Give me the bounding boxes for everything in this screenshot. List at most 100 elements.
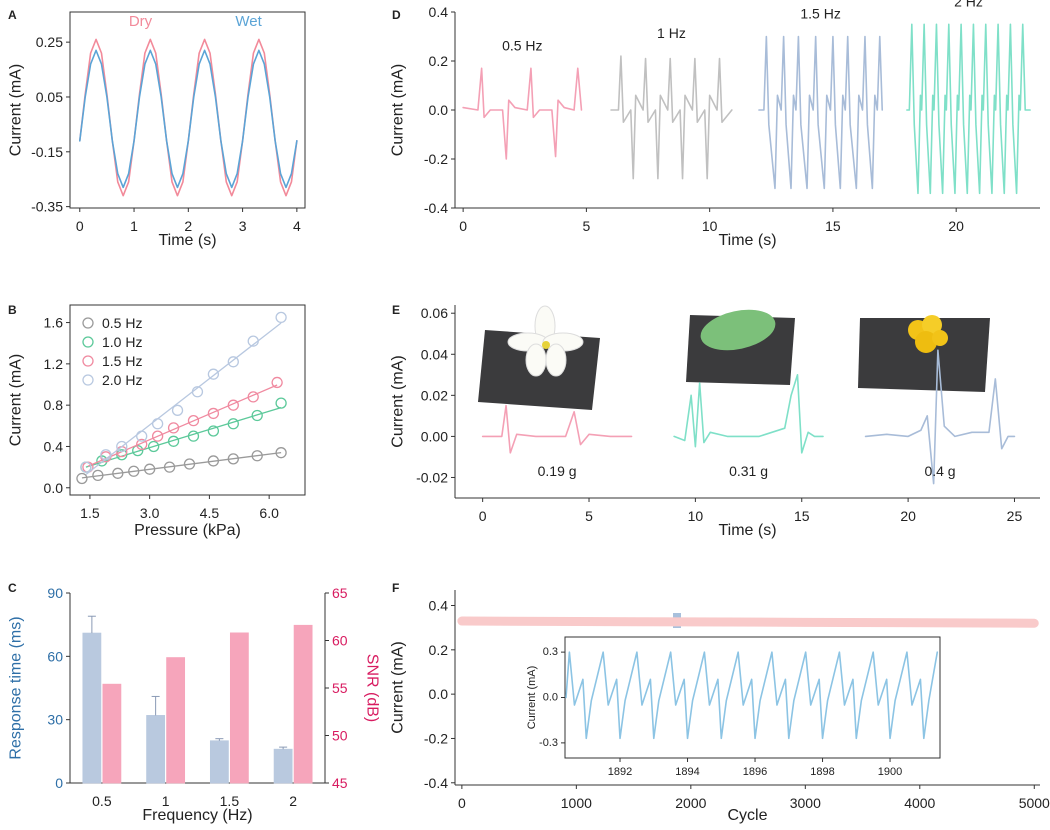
series-line [481, 404, 633, 454]
petal-cluster [915, 331, 937, 353]
x-tick-label: 6.0 [259, 505, 279, 521]
x-axis-label: Time (s) [718, 522, 776, 539]
x-tick-label: 15 [825, 218, 841, 234]
series-label: 0.4 g [924, 463, 955, 479]
legend-label: 1.5 Hz [102, 353, 142, 369]
point [207, 368, 220, 380]
y-tick-label: 1.6 [44, 315, 64, 331]
y-axis-label: Current (mA) [8, 354, 25, 446]
y-tick-label: 0.0 [429, 102, 449, 118]
y-tick-label: 0.2 [429, 642, 449, 658]
series-line [906, 23, 1031, 195]
point [251, 409, 263, 422]
sample-photo [858, 315, 990, 392]
petal [545, 343, 567, 377]
y-axis-label: Current (mA) [390, 355, 407, 447]
y-axis-label: Current (mA) [8, 64, 25, 156]
point [76, 472, 88, 485]
series-line [610, 55, 733, 180]
series-line [462, 67, 583, 160]
bar [166, 657, 186, 784]
x-tick-label: 1000 [561, 795, 592, 811]
y-tick-label: 0.0 [429, 686, 449, 702]
y-tick-label: -0.35 [31, 199, 63, 215]
y-axis-label: Current (mA) [390, 641, 407, 733]
y2-tick-label: 65 [332, 585, 348, 601]
panel-letter: A [8, 8, 17, 22]
leaf [700, 309, 776, 351]
y-tick-label: 0.8 [44, 397, 64, 413]
x-tick-label: 1894 [675, 766, 699, 778]
bar [293, 624, 313, 784]
y-tick-label: 0.00 [421, 428, 448, 444]
y-tick-label: 0.4 [429, 598, 449, 614]
point [227, 399, 239, 411]
x-tick-label: 3.0 [140, 505, 160, 521]
fabric [858, 318, 990, 392]
x-tick-label: 1.5 [80, 505, 100, 521]
point [80, 461, 92, 473]
flower-center [542, 341, 550, 349]
legend-label: 1.0 Hz [102, 334, 142, 350]
bar [82, 632, 102, 784]
legend-label: 2.0 Hz [102, 372, 142, 388]
x-tick-label: 15 [794, 508, 810, 524]
point [147, 440, 160, 453]
x-tick-label: 4.5 [200, 505, 220, 521]
y-tick-label: 1.2 [44, 356, 64, 372]
legend-label: Wet [235, 13, 262, 30]
point [207, 425, 220, 437]
x-tick-label: 5000 [1019, 795, 1050, 811]
y-tick-label: 90 [47, 585, 63, 601]
y-tick-label: -0.02 [416, 469, 448, 485]
y2-tick-label: 45 [332, 775, 348, 791]
series-label: 2 Hz [954, 0, 983, 9]
fit-line [85, 406, 282, 468]
y2-axis-label: SNR (dB) [364, 654, 381, 722]
y-tick-label: 0.4 [429, 4, 449, 20]
y2-tick-label: 55 [332, 680, 348, 696]
y-tick-label: -0.3 [539, 737, 558, 749]
x-axis-label: Frequency (Hz) [142, 807, 252, 824]
y-tick-label: 0.2 [429, 53, 449, 69]
point [136, 438, 148, 451]
series-line [758, 35, 884, 190]
fit-line [85, 322, 282, 476]
x-tick-label: 0 [76, 218, 84, 234]
x-tick-label: 2000 [675, 795, 706, 811]
y-tick-label: -0.2 [424, 151, 448, 167]
series-label: 1.5 Hz [800, 6, 840, 22]
series-line [673, 374, 824, 454]
x-tick-label: 2 [184, 218, 192, 234]
y2-tick-label: 50 [332, 728, 348, 744]
x-tick-label: 3000 [790, 795, 821, 811]
x-tick-label: 0 [459, 218, 467, 234]
petal-cluster [932, 330, 948, 346]
point [275, 311, 287, 324]
y-tick-label: -0.4 [424, 775, 448, 791]
legend-marker [82, 317, 94, 329]
point [132, 444, 144, 457]
y-tick-label: 30 [47, 712, 63, 728]
series-line [457, 616, 1039, 628]
x-tick-label: 2 [289, 793, 297, 809]
legend-marker [82, 336, 94, 348]
y-tick-label: 60 [47, 648, 63, 664]
x-tick-label: 4000 [904, 795, 935, 811]
point [207, 407, 220, 420]
point [187, 415, 200, 427]
bar [273, 748, 293, 784]
y-tick-label: 0.05 [36, 89, 63, 105]
y-tick-label: 0.25 [36, 34, 63, 50]
x-tick-label: 3 [239, 218, 247, 234]
point [151, 418, 164, 430]
y-tick-label: -0.15 [31, 144, 63, 160]
y-tick-label: 0.0 [543, 692, 558, 704]
y-axis-label: Response time (ms) [8, 616, 25, 759]
x-tick-label: 1 [162, 793, 170, 809]
fit-line [87, 384, 278, 467]
panel-letter: E [392, 303, 400, 317]
y-axis-label: Current (mA) [390, 64, 407, 156]
sample-photo [478, 305, 600, 410]
